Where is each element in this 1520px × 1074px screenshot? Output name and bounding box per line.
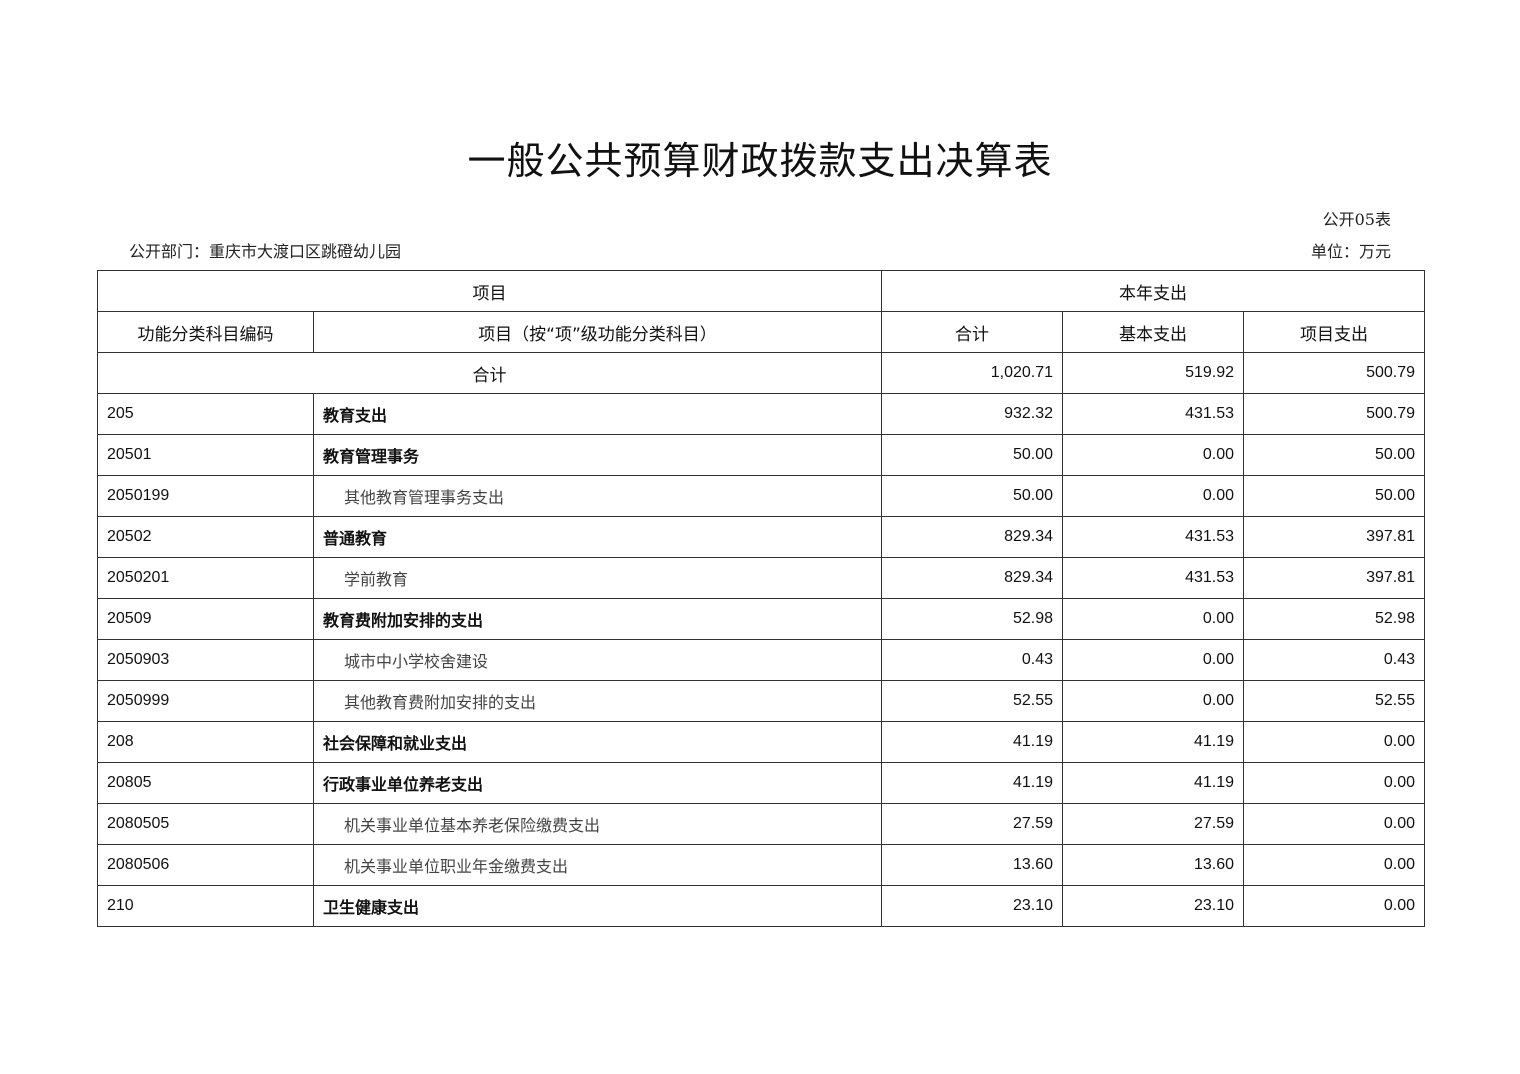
cell-project: 0.00 [1243,762,1425,804]
cell-total: 23.10 [881,885,1063,927]
header-item: 项目（按“项”级功能分类科目） [313,311,882,353]
cell-total: 13.60 [881,844,1063,886]
cell-basic: 13.60 [1062,844,1244,886]
cell-total: 52.55 [881,680,1063,722]
cell-code: 2050903 [97,639,314,681]
cell-project: 0.00 [1243,721,1425,763]
header-current-year: 本年支出 [881,270,1425,312]
cell-project: 50.00 [1243,475,1425,517]
cell-code: 2050199 [97,475,314,517]
cell-code: 2080506 [97,844,314,886]
table-row: 2050199 其他教育管理事务支出 50.00 0.00 50.00 [97,475,1425,517]
table-row: 20805 行政事业单位养老支出 41.19 41.19 0.00 [97,762,1425,804]
cell-project: 52.98 [1243,598,1425,640]
header-row-columns: 功能分类科目编码 项目（按“项”级功能分类科目） 合计 基本支出 项目支出 [97,311,1425,353]
cell-basic: 41.19 [1062,721,1244,763]
cell-basic: 431.53 [1062,393,1244,435]
cell-code: 208 [97,721,314,763]
cell-basic: 23.10 [1062,885,1244,927]
header-basic: 基本支出 [1062,311,1244,353]
cell-basic: 0.00 [1062,639,1244,681]
cell-name: 社会保障和就业支出 [313,721,882,763]
cell-name: 机关事业单位职业年金缴费支出 [313,844,882,886]
cell-total: 52.98 [881,598,1063,640]
table-row: 20509 教育费附加安排的支出 52.98 0.00 52.98 [97,598,1425,640]
table-row: 20501 教育管理事务 50.00 0.00 50.00 [97,434,1425,476]
cell-basic: 0.00 [1062,475,1244,517]
cell-total: 41.19 [881,762,1063,804]
cell-code: 210 [97,885,314,927]
total-basic: 519.92 [1062,352,1244,394]
cell-code: 20509 [97,598,314,640]
table-row: 20502 普通教育 829.34 431.53 397.81 [97,516,1425,558]
total-total: 1,020.71 [881,352,1063,394]
cell-basic: 41.19 [1062,762,1244,804]
form-number: 公开05表 [1322,210,1391,229]
cell-name: 卫生健康支出 [313,885,882,927]
page-title: 一般公共预算财政拨款支出决算表 [467,139,1053,183]
cell-total: 829.34 [881,516,1063,558]
header-project: 项目支出 [1243,311,1425,353]
cell-project: 0.43 [1243,639,1425,681]
cell-basic: 431.53 [1062,557,1244,599]
cell-name: 普通教育 [313,516,882,558]
cell-code: 20805 [97,762,314,804]
cell-code: 2080505 [97,803,314,845]
total-row: 合计 1,020.71 519.92 500.79 [97,352,1425,394]
total-label: 合计 [97,352,882,394]
table-row: 2050999 其他教育费附加安排的支出 52.55 0.00 52.55 [97,680,1425,722]
cell-total: 0.43 [881,639,1063,681]
cell-total: 41.19 [881,721,1063,763]
header-total: 合计 [881,311,1063,353]
cell-basic: 431.53 [1062,516,1244,558]
table-row: 2050903 城市中小学校舍建设 0.43 0.00 0.43 [97,639,1425,681]
cell-code: 2050999 [97,680,314,722]
table-row: 2050201 学前教育 829.34 431.53 397.81 [97,557,1425,599]
cell-project: 500.79 [1243,393,1425,435]
cell-basic: 0.00 [1062,680,1244,722]
cell-code: 20501 [97,434,314,476]
cell-total: 27.59 [881,803,1063,845]
cell-name: 教育费附加安排的支出 [313,598,882,640]
table-row: 208 社会保障和就业支出 41.19 41.19 0.00 [97,721,1425,763]
cell-name: 其他教育管理事务支出 [313,475,882,517]
table-row: 210 卫生健康支出 23.10 23.10 0.00 [97,885,1425,927]
cell-name: 学前教育 [313,557,882,599]
cell-project: 50.00 [1243,434,1425,476]
cell-basic: 0.00 [1062,598,1244,640]
total-project: 500.79 [1243,352,1425,394]
cell-code: 20502 [97,516,314,558]
cell-project: 0.00 [1243,885,1425,927]
table-row: 205 教育支出 932.32 431.53 500.79 [97,393,1425,435]
cell-name: 行政事业单位养老支出 [313,762,882,804]
cell-project: 397.81 [1243,516,1425,558]
header-item-group: 项目 [97,270,882,312]
cell-total: 50.00 [881,434,1063,476]
table-row: 2080506 机关事业单位职业年金缴费支出 13.60 13.60 0.00 [97,844,1425,886]
cell-code: 2050201 [97,557,314,599]
table-row: 2080505 机关事业单位基本养老保险缴费支出 27.59 27.59 0.00 [97,803,1425,845]
budget-table: 项目 本年支出 功能分类科目编码 项目（按“项”级功能分类科目） 合计 基本支出… [97,270,1425,927]
cell-basic: 0.00 [1062,434,1244,476]
cell-code: 205 [97,393,314,435]
cell-total: 50.00 [881,475,1063,517]
cell-project: 0.00 [1243,844,1425,886]
cell-total: 829.34 [881,557,1063,599]
cell-total: 932.32 [881,393,1063,435]
cell-name: 教育支出 [313,393,882,435]
department-label: 公开部门：重庆市大渡口区跳磴幼儿园 [129,242,402,261]
cell-name: 教育管理事务 [313,434,882,476]
header-row-group: 项目 本年支出 [97,270,1425,312]
unit-label: 单位：万元 [1310,242,1391,261]
cell-name: 城市中小学校舍建设 [313,639,882,681]
cell-name: 其他教育费附加安排的支出 [313,680,882,722]
cell-project: 397.81 [1243,557,1425,599]
cell-project: 52.55 [1243,680,1425,722]
header-code: 功能分类科目编码 [97,311,314,353]
cell-basic: 27.59 [1062,803,1244,845]
cell-project: 0.00 [1243,803,1425,845]
cell-name: 机关事业单位基本养老保险缴费支出 [313,803,882,845]
